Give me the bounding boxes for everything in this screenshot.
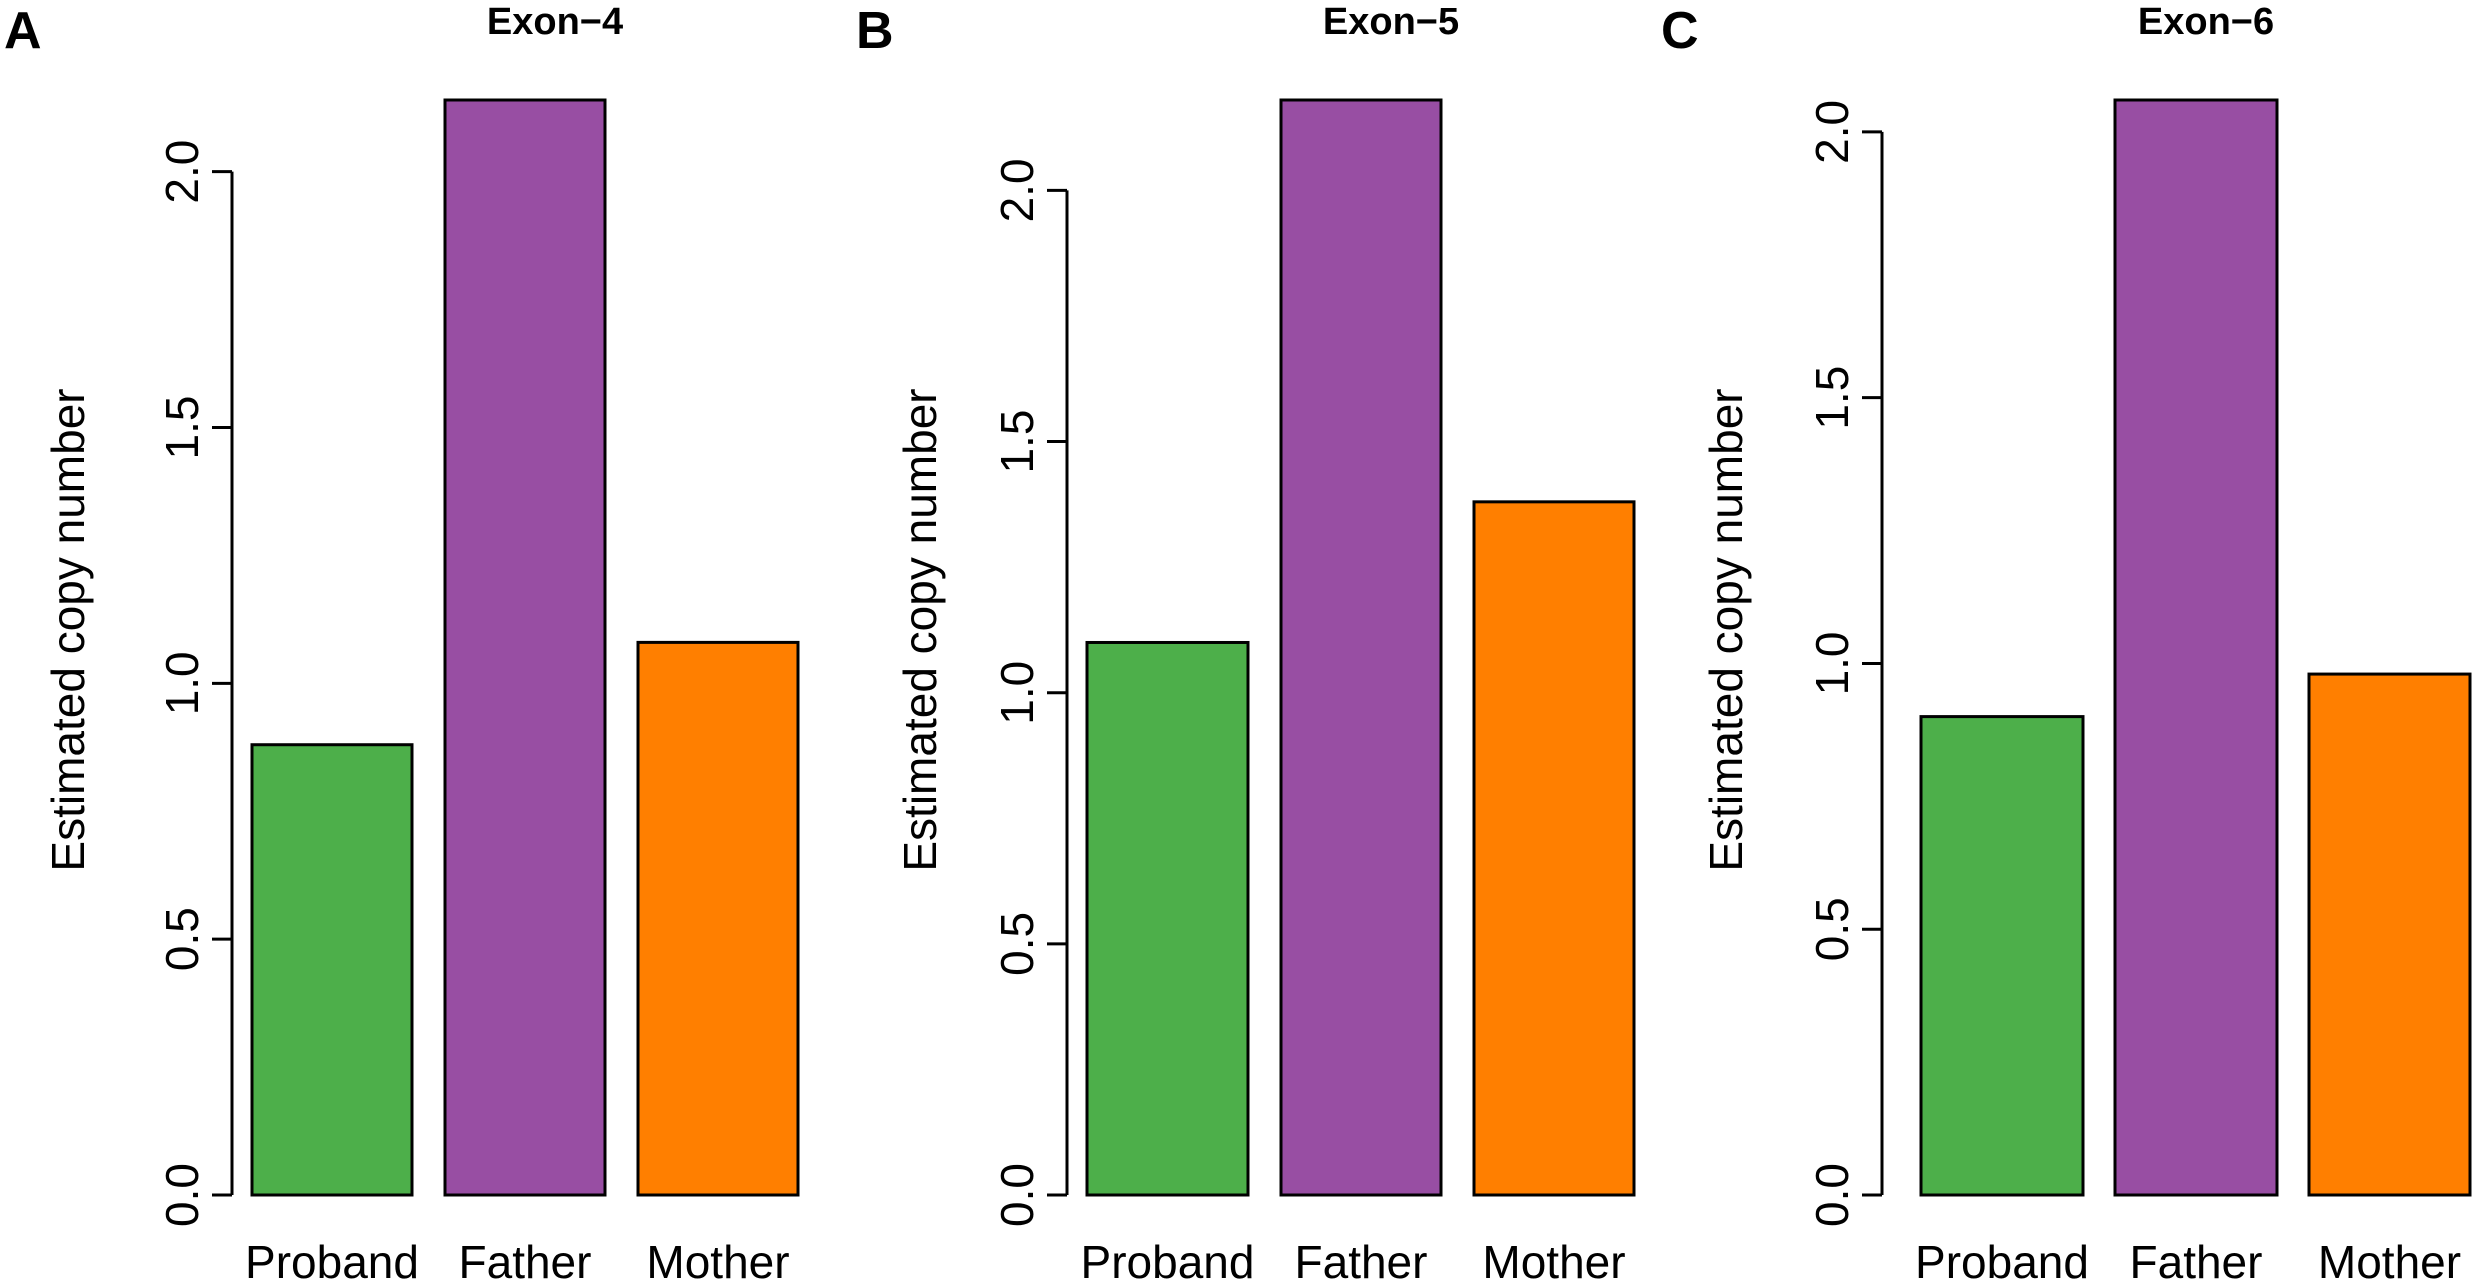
panel-label-b: B — [856, 2, 894, 60]
bar-proband — [250, 743, 414, 1197]
y-tick-label: 1.0 — [1806, 631, 1858, 695]
y-tick-label: 1.5 — [156, 396, 208, 460]
y-tick-label: 1.0 — [156, 651, 208, 715]
y-tick-label: 2.0 — [156, 140, 208, 204]
category-label-father: Father — [459, 1236, 592, 1283]
y-axis-title: Estimated copy number — [42, 388, 94, 871]
y-axis-title: Estimated copy number — [1700, 388, 1752, 871]
bar-proband — [1085, 640, 1250, 1197]
panel-title: Exon−4 — [487, 1, 623, 43]
category-label-proband: Proband — [1915, 1236, 2089, 1283]
y-tick-label: 1.5 — [1806, 366, 1858, 430]
y-tick-label: 0.5 — [1806, 897, 1858, 961]
category-label-father: Father — [1295, 1236, 1428, 1283]
category-label-mother: Mother — [1482, 1236, 1625, 1283]
bar-mother — [1472, 500, 1636, 1197]
y-tick-label: 0.5 — [991, 912, 1043, 976]
y-tick-label: 0.0 — [1806, 1163, 1858, 1227]
bar-mother — [2307, 672, 2472, 1197]
category-label-proband: Proband — [245, 1236, 419, 1283]
y-tick-label: 0.0 — [156, 1163, 208, 1227]
bar-mother — [636, 640, 800, 1197]
y-tick-label: 1.0 — [991, 661, 1043, 725]
y-tick-label: 2.0 — [1806, 100, 1858, 164]
y-tick-label: 1.5 — [991, 410, 1043, 474]
category-label-mother: Mother — [2318, 1236, 2461, 1283]
y-axis-title: Estimated copy number — [894, 388, 946, 871]
y-tick-label: 0.0 — [991, 1163, 1043, 1227]
panel-label-c: C — [1661, 2, 1699, 60]
category-label-father: Father — [2130, 1236, 2263, 1283]
y-tick-label: 2.0 — [991, 158, 1043, 222]
panel-label-a: A — [4, 2, 42, 60]
bar-father — [443, 98, 607, 1197]
panel-title: Exon−5 — [1323, 1, 1459, 43]
y-tick-label: 0.5 — [156, 907, 208, 971]
bar-proband — [1919, 715, 2085, 1197]
bar-father — [1279, 98, 1443, 1197]
category-label-proband: Proband — [1081, 1236, 1255, 1283]
category-label-mother: Mother — [646, 1236, 789, 1283]
panel-title: Exon−6 — [2138, 1, 2274, 43]
bar-father — [2113, 98, 2279, 1197]
